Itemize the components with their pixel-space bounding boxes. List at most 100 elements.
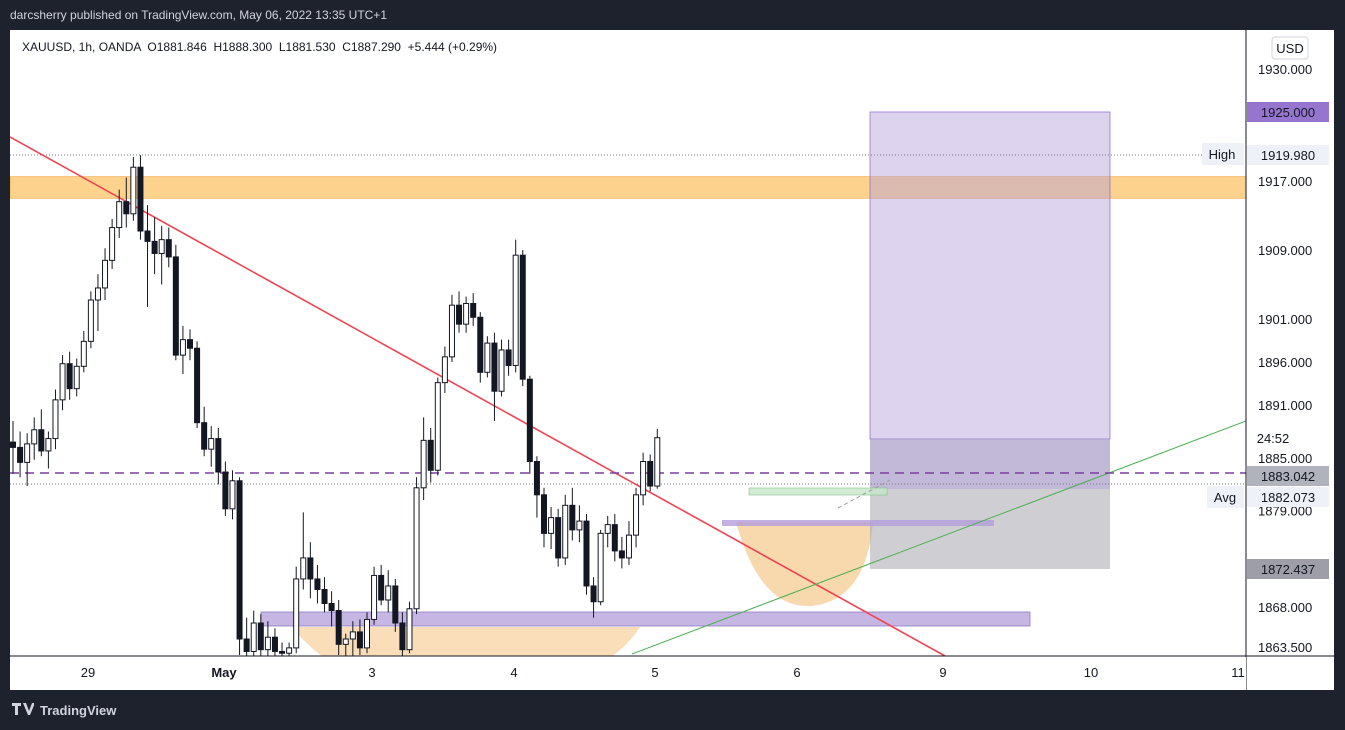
candle-body bbox=[364, 618, 370, 649]
candle bbox=[279, 642, 286, 656]
price-tick-label: 1896.000 bbox=[1258, 355, 1312, 370]
candle-body bbox=[441, 356, 448, 384]
last-price-tag: 1883.042 bbox=[1261, 469, 1315, 484]
candle bbox=[307, 542, 314, 599]
candle-body bbox=[576, 520, 583, 531]
candle-body bbox=[187, 339, 193, 349]
candle bbox=[250, 610, 257, 656]
avg-label: Avg bbox=[1214, 490, 1236, 505]
candle bbox=[399, 612, 406, 656]
candle bbox=[654, 428, 661, 489]
candle-body bbox=[427, 439, 434, 471]
candle bbox=[420, 417, 427, 501]
candle-body bbox=[300, 557, 307, 580]
symbol-info: XAUUSD, 1h, OANDA O1881.846 H1888.300 L1… bbox=[22, 40, 497, 54]
candle bbox=[66, 351, 73, 400]
candle-body bbox=[80, 340, 87, 367]
candle bbox=[137, 155, 144, 240]
candle bbox=[413, 477, 420, 615]
plot-area[interactable] bbox=[10, 30, 1246, 691]
high-label: High bbox=[1209, 147, 1236, 162]
candle bbox=[286, 642, 293, 656]
candle bbox=[371, 566, 378, 625]
candle bbox=[618, 536, 625, 569]
candle bbox=[434, 377, 441, 476]
candle-body bbox=[250, 622, 257, 652]
candle bbox=[590, 577, 597, 618]
candle-body bbox=[172, 256, 179, 356]
candle-body bbox=[654, 437, 661, 487]
time-axis-background bbox=[10, 657, 1246, 690]
candle-body bbox=[541, 494, 547, 534]
price-tick-label: 1909.000 bbox=[1258, 243, 1312, 258]
high-price-tag: 1919.980 bbox=[1261, 148, 1315, 163]
time-tick-label: 4 bbox=[510, 665, 517, 680]
candle bbox=[597, 529, 604, 606]
candle-body bbox=[208, 438, 215, 450]
candle-body bbox=[271, 636, 278, 652]
time-axis: 29 May 3 4 5 6 9 10 11 bbox=[10, 655, 1334, 690]
candle bbox=[208, 426, 215, 467]
candle-body bbox=[59, 363, 66, 401]
candle-body bbox=[519, 254, 526, 380]
candle bbox=[194, 341, 201, 428]
candle bbox=[406, 601, 413, 654]
candle bbox=[491, 332, 498, 421]
candle bbox=[144, 205, 151, 307]
candle bbox=[647, 454, 654, 492]
candle-body bbox=[73, 365, 80, 390]
candle bbox=[215, 427, 222, 485]
candle-body bbox=[24, 443, 31, 463]
candle-body bbox=[583, 520, 590, 587]
candle bbox=[222, 461, 229, 516]
candle bbox=[477, 312, 484, 383]
target-zone bbox=[869, 111, 1111, 440]
candle-body bbox=[243, 638, 250, 652]
price-tick-label: 1868.000 bbox=[1258, 600, 1312, 615]
candle-body bbox=[512, 254, 519, 366]
candle bbox=[526, 375, 533, 474]
candle bbox=[555, 508, 562, 567]
candle-body bbox=[647, 461, 654, 487]
candle bbox=[533, 456, 540, 518]
candle bbox=[201, 406, 208, 457]
candle-body bbox=[562, 504, 569, 559]
candle-body bbox=[116, 201, 123, 229]
candle bbox=[448, 294, 455, 362]
candle-body bbox=[356, 631, 363, 649]
candle-body bbox=[463, 302, 470, 325]
candle-body bbox=[633, 494, 640, 536]
candle-body bbox=[448, 304, 455, 358]
candle bbox=[73, 358, 80, 397]
candle-body bbox=[618, 550, 625, 559]
candle bbox=[45, 431, 52, 469]
candle-body bbox=[137, 166, 144, 232]
candle-body bbox=[130, 166, 137, 215]
candle-body bbox=[484, 342, 491, 373]
tradingview-brand: TradingView bbox=[40, 703, 117, 718]
candle bbox=[505, 339, 512, 376]
candle-body bbox=[498, 349, 505, 392]
time-tick-label: 10 bbox=[1084, 665, 1098, 680]
time-tick-label: 5 bbox=[651, 665, 658, 680]
candle-body bbox=[102, 259, 109, 289]
candle-body bbox=[526, 378, 533, 463]
candle-body bbox=[590, 585, 597, 603]
avg-label-bg bbox=[1207, 486, 1244, 508]
candle bbox=[229, 470, 236, 520]
candle-body bbox=[335, 610, 342, 645]
candle bbox=[187, 329, 193, 361]
candle bbox=[604, 515, 611, 548]
tradingview-logo-icon bbox=[12, 703, 35, 718]
candle bbox=[321, 577, 328, 613]
avg-price-tag-bg bbox=[1247, 487, 1329, 507]
candle bbox=[576, 505, 583, 543]
candle bbox=[314, 564, 321, 604]
candle bbox=[392, 578, 399, 632]
high-value: H1888.300 bbox=[213, 40, 273, 54]
candle bbox=[24, 433, 31, 487]
candle bbox=[356, 619, 363, 656]
open-value: O1881.846 bbox=[147, 40, 207, 54]
candle-body bbox=[279, 650, 286, 654]
